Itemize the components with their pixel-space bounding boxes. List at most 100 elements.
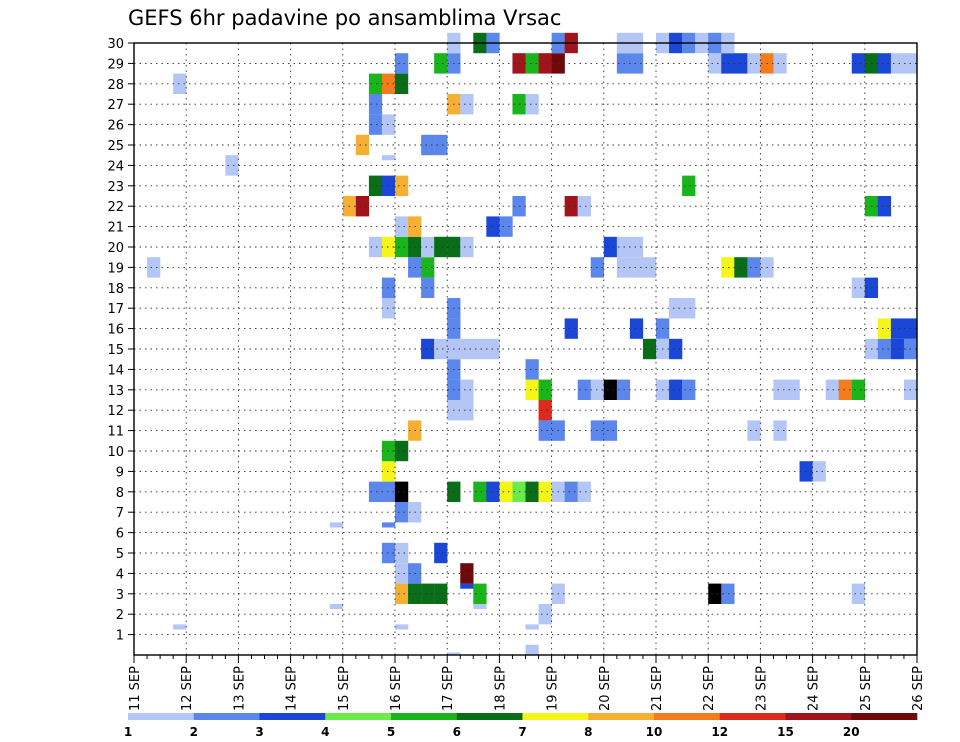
x-tick-label: 13 SEP [232, 666, 247, 711]
heatmap-cell [460, 94, 474, 115]
heatmap-cell [460, 379, 474, 400]
heatmap-cell [355, 196, 370, 217]
heatmap-cell [473, 481, 487, 502]
colorbar-segment [719, 713, 786, 720]
colorbar-segment [128, 713, 195, 720]
heatmap-cell [721, 257, 735, 278]
heatmap-cell [329, 604, 343, 610]
heatmap-cell [629, 236, 644, 258]
heatmap-cell [368, 481, 383, 502]
x-tick-label: 15 SEP [337, 666, 352, 711]
y-tick-label: 18 [107, 282, 124, 297]
y-tick-label: 10 [107, 445, 124, 460]
heatmap-cell [395, 563, 409, 584]
heatmap-cell [734, 53, 748, 74]
x-tick-label: 23 SEP [754, 666, 769, 711]
heatmap-cell [381, 522, 396, 528]
colorbar-segment [325, 713, 392, 720]
y-tick-label: 4 [116, 567, 124, 582]
heatmap-cell [368, 94, 383, 115]
heatmap-cell [421, 257, 435, 278]
heatmap-cell [682, 298, 696, 319]
y-tick-label: 15 [107, 343, 124, 358]
heatmap-cell [721, 53, 735, 74]
heatmap-cell [395, 440, 409, 462]
heatmap-cell [890, 318, 905, 339]
heatmap-cell [368, 236, 383, 258]
heatmap-cell [421, 583, 435, 604]
heatmap-cell [538, 379, 552, 400]
colorbar-label: 8 [584, 725, 592, 739]
y-tick-label: 22 [107, 200, 124, 215]
heatmap-cell [603, 236, 618, 258]
heatmap-cell [355, 134, 370, 156]
heatmap-cell [851, 277, 865, 298]
heatmap-cell [538, 53, 552, 74]
heatmap-cell [460, 583, 474, 589]
heatmap-cell [395, 624, 409, 630]
colorbar-label: 12 [711, 725, 728, 739]
heatmap-cell [525, 359, 539, 380]
colorbar-label: 15 [777, 725, 794, 739]
y-tick-label: 9 [116, 465, 124, 480]
heatmap-cell [721, 583, 735, 604]
y-tick-label: 28 [107, 78, 124, 93]
colorbar-segment [259, 713, 326, 720]
x-tick-label: 14 SEP [285, 666, 300, 711]
heatmap-cell [629, 257, 644, 278]
heatmap-cell [747, 257, 761, 278]
heatmap-cell [538, 604, 552, 625]
colorbar-label: 3 [255, 725, 263, 739]
heatmap-cell [577, 196, 591, 217]
heatmap-cell [773, 53, 787, 74]
heatmap-cell [473, 604, 487, 610]
heatmap-cell [642, 257, 657, 278]
heatmap-cell [629, 318, 644, 339]
x-tick-label: 26 SEP [911, 666, 926, 711]
heatmap-cell [499, 216, 513, 237]
heatmap-cell [682, 379, 696, 400]
heatmap-cell [381, 277, 396, 298]
heatmap-cell [395, 53, 409, 74]
heatmap-cell [525, 379, 539, 400]
chart-title: GEFS 6hr padavine po ansamblima Vrsac [128, 6, 562, 30]
heatmap-cell [616, 379, 631, 400]
heatmap-cell [434, 134, 448, 156]
y-tick-label: 1 [116, 629, 124, 644]
x-tick-label: 25 SEP [859, 666, 874, 711]
x-tick-label: 17 SEP [441, 666, 456, 711]
y-tick-label: 30 [107, 37, 124, 52]
colorbar-segment [193, 713, 260, 720]
x-tick-label: 20 SEP [598, 666, 613, 711]
x-tick-label: 19 SEP [546, 666, 561, 711]
heatmap-cell [173, 624, 187, 630]
heatmap-cell [381, 114, 396, 135]
heatmap-cell [525, 644, 539, 655]
colorbar-segment [456, 713, 523, 720]
heatmap-cell [395, 216, 409, 237]
x-tick-label: 24 SEP [807, 666, 822, 711]
heatmap-cell [812, 461, 826, 482]
heatmap-cell [447, 652, 461, 655]
y-tick-label: 13 [107, 384, 124, 399]
heatmap-cell [577, 481, 591, 502]
heatmap-cell [525, 53, 539, 74]
heatmap-cell [395, 481, 409, 502]
heatmap-cell [147, 257, 161, 278]
heatmap-cell [421, 338, 435, 360]
heatmap-cell [538, 400, 552, 421]
heatmap-cell [851, 583, 865, 604]
heatmap-cell [381, 73, 396, 94]
heatmap-cell [173, 73, 187, 94]
heatmap-cell [368, 73, 383, 94]
heatmap-cell [890, 338, 905, 360]
heatmap-cell [708, 583, 722, 604]
heatmap-cell [395, 502, 409, 523]
heatmap-cell [460, 400, 474, 421]
heatmap-cell [877, 338, 892, 360]
heatmap-cell [577, 379, 591, 400]
heatmap-cell [734, 257, 748, 278]
x-tick-label: 11 SEP [128, 666, 143, 711]
heatmap-cell [773, 379, 787, 400]
heatmap-cell [434, 338, 448, 360]
